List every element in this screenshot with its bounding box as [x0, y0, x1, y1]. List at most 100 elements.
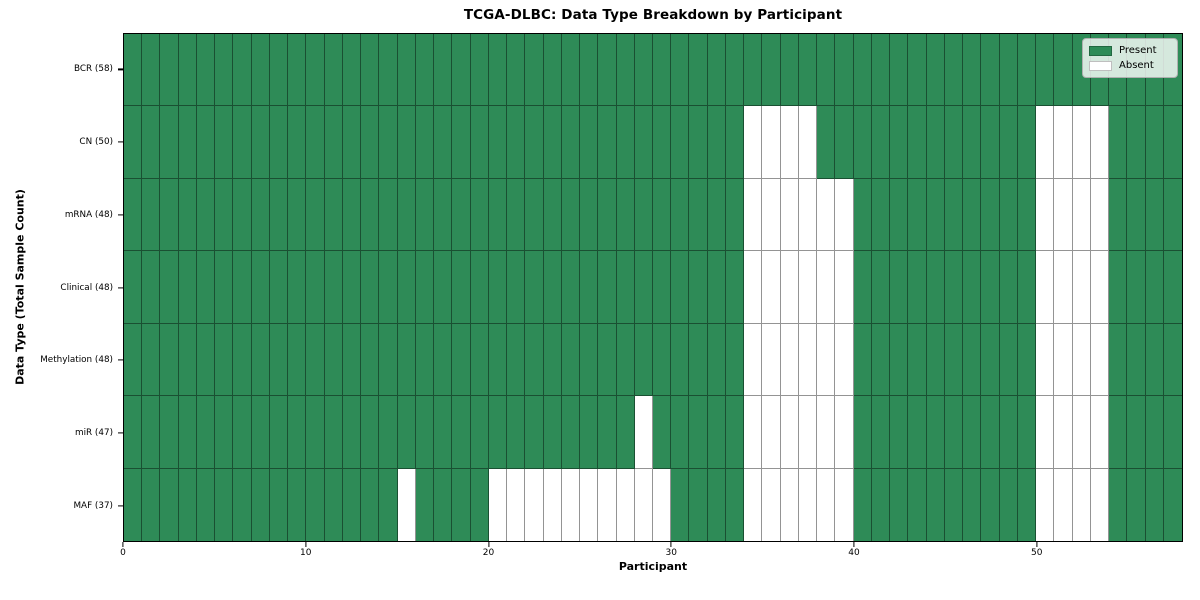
heatmap-cell [1163, 251, 1182, 324]
heatmap-cell [981, 34, 1000, 107]
x-axis-label: Participant [618, 560, 688, 573]
heatmap-cell [306, 468, 325, 541]
heatmap-cell [452, 468, 471, 541]
heatmap-cell [342, 251, 362, 324]
heatmap-cell [762, 106, 781, 179]
heatmap-cell [963, 251, 982, 324]
heatmap-cell [1127, 323, 1146, 397]
heatmap-cell [1017, 468, 1037, 541]
heatmap-cell [124, 34, 143, 107]
heatmap-cell [1017, 251, 1037, 324]
y-tick-mark [117, 286, 123, 289]
heatmap-cell [1127, 468, 1146, 541]
heatmap-cell [999, 34, 1018, 107]
x-tick-label: 40 [848, 548, 860, 558]
heatmap-cell [981, 323, 1000, 397]
heatmap-row-mrna [124, 178, 1182, 252]
y-tick-mark [117, 141, 123, 143]
heatmap-cell [342, 468, 362, 541]
heatmap-cell [652, 251, 672, 324]
heatmap-cell [1036, 396, 1055, 469]
y-tick-mark [117, 68, 123, 70]
heatmap-cell [525, 106, 544, 179]
heatmap-cell [890, 106, 909, 179]
heatmap-cell [598, 323, 617, 397]
heatmap-cell [652, 396, 672, 469]
heatmap-cell [871, 106, 891, 179]
heatmap-cell [142, 106, 161, 179]
heatmap-cell [780, 178, 799, 252]
y-tick-label: miR (47) [75, 427, 113, 438]
heatmap-cell [196, 34, 216, 107]
heatmap-cell [306, 178, 325, 252]
legend-label: Present [1119, 45, 1157, 56]
heatmap-cell [470, 323, 489, 397]
heatmap-cell [470, 178, 489, 252]
heatmap-cell [580, 34, 599, 107]
legend-swatch-absent [1089, 60, 1112, 71]
heatmap-cell [269, 34, 289, 107]
y-tick-label: mRNA (48) [64, 209, 113, 220]
heatmap-cell [142, 396, 161, 469]
heatmap-cell [999, 178, 1018, 252]
heatmap-cell [689, 106, 708, 179]
heatmap-cell [598, 106, 617, 179]
heatmap-cell [725, 468, 745, 541]
heatmap-cell [1054, 106, 1073, 179]
heatmap-cell [507, 106, 526, 179]
heatmap-cell [142, 34, 161, 107]
heatmap-cell [306, 251, 325, 324]
heatmap-cell [561, 178, 581, 252]
heatmap-cell [780, 396, 799, 469]
heatmap-cell [926, 34, 945, 107]
heatmap-cell [269, 106, 289, 179]
heatmap-cell [598, 251, 617, 324]
heatmap-cell [288, 396, 307, 469]
x-tick-mark [487, 542, 490, 547]
heatmap-cell [124, 251, 143, 324]
heatmap-cell [397, 178, 416, 252]
heatmap-cell [306, 106, 325, 179]
heatmap-cell [1017, 323, 1037, 397]
heatmap-cell [780, 323, 799, 397]
heatmap-cell [269, 178, 289, 252]
heatmap-cell [908, 396, 927, 469]
heatmap-cell [580, 106, 599, 179]
heatmap-cell [744, 468, 763, 541]
heatmap-cell [652, 468, 672, 541]
heatmap-cell [507, 34, 526, 107]
heatmap-cell [488, 251, 508, 324]
heatmap-cell [1145, 396, 1164, 469]
heatmap-cell [379, 396, 398, 469]
heatmap-cell [361, 34, 380, 107]
heatmap-cell [1145, 251, 1164, 324]
x-tick-label: 10 [300, 548, 312, 558]
heatmap-cell [835, 251, 854, 324]
heatmap-cell [160, 106, 179, 179]
heatmap-cell [233, 468, 252, 541]
heatmap-cell [342, 396, 362, 469]
heatmap-cell [507, 178, 526, 252]
heatmap-cell [871, 251, 891, 324]
heatmap-cell [525, 323, 544, 397]
heatmap-cell [415, 34, 435, 107]
heatmap-cell [1090, 178, 1110, 252]
heatmap-cell [817, 396, 836, 469]
heatmap-cell [944, 34, 964, 107]
heatmap-cell [397, 106, 416, 179]
heatmap-cell [598, 34, 617, 107]
heatmap-cell [561, 34, 581, 107]
heatmap-cell [488, 106, 508, 179]
heatmap-cell [124, 468, 143, 541]
heatmap-cell [324, 323, 343, 397]
heatmap-cell [452, 251, 471, 324]
heatmap-cell [616, 106, 635, 179]
heatmap-cell [361, 396, 380, 469]
heatmap-cell [725, 106, 745, 179]
heatmap-cell [689, 34, 708, 107]
heatmap-cell [342, 178, 362, 252]
heatmap-cell [1090, 468, 1110, 541]
heatmap-cell [160, 34, 179, 107]
heatmap-cell [397, 251, 416, 324]
heatmap-cell [196, 396, 216, 469]
